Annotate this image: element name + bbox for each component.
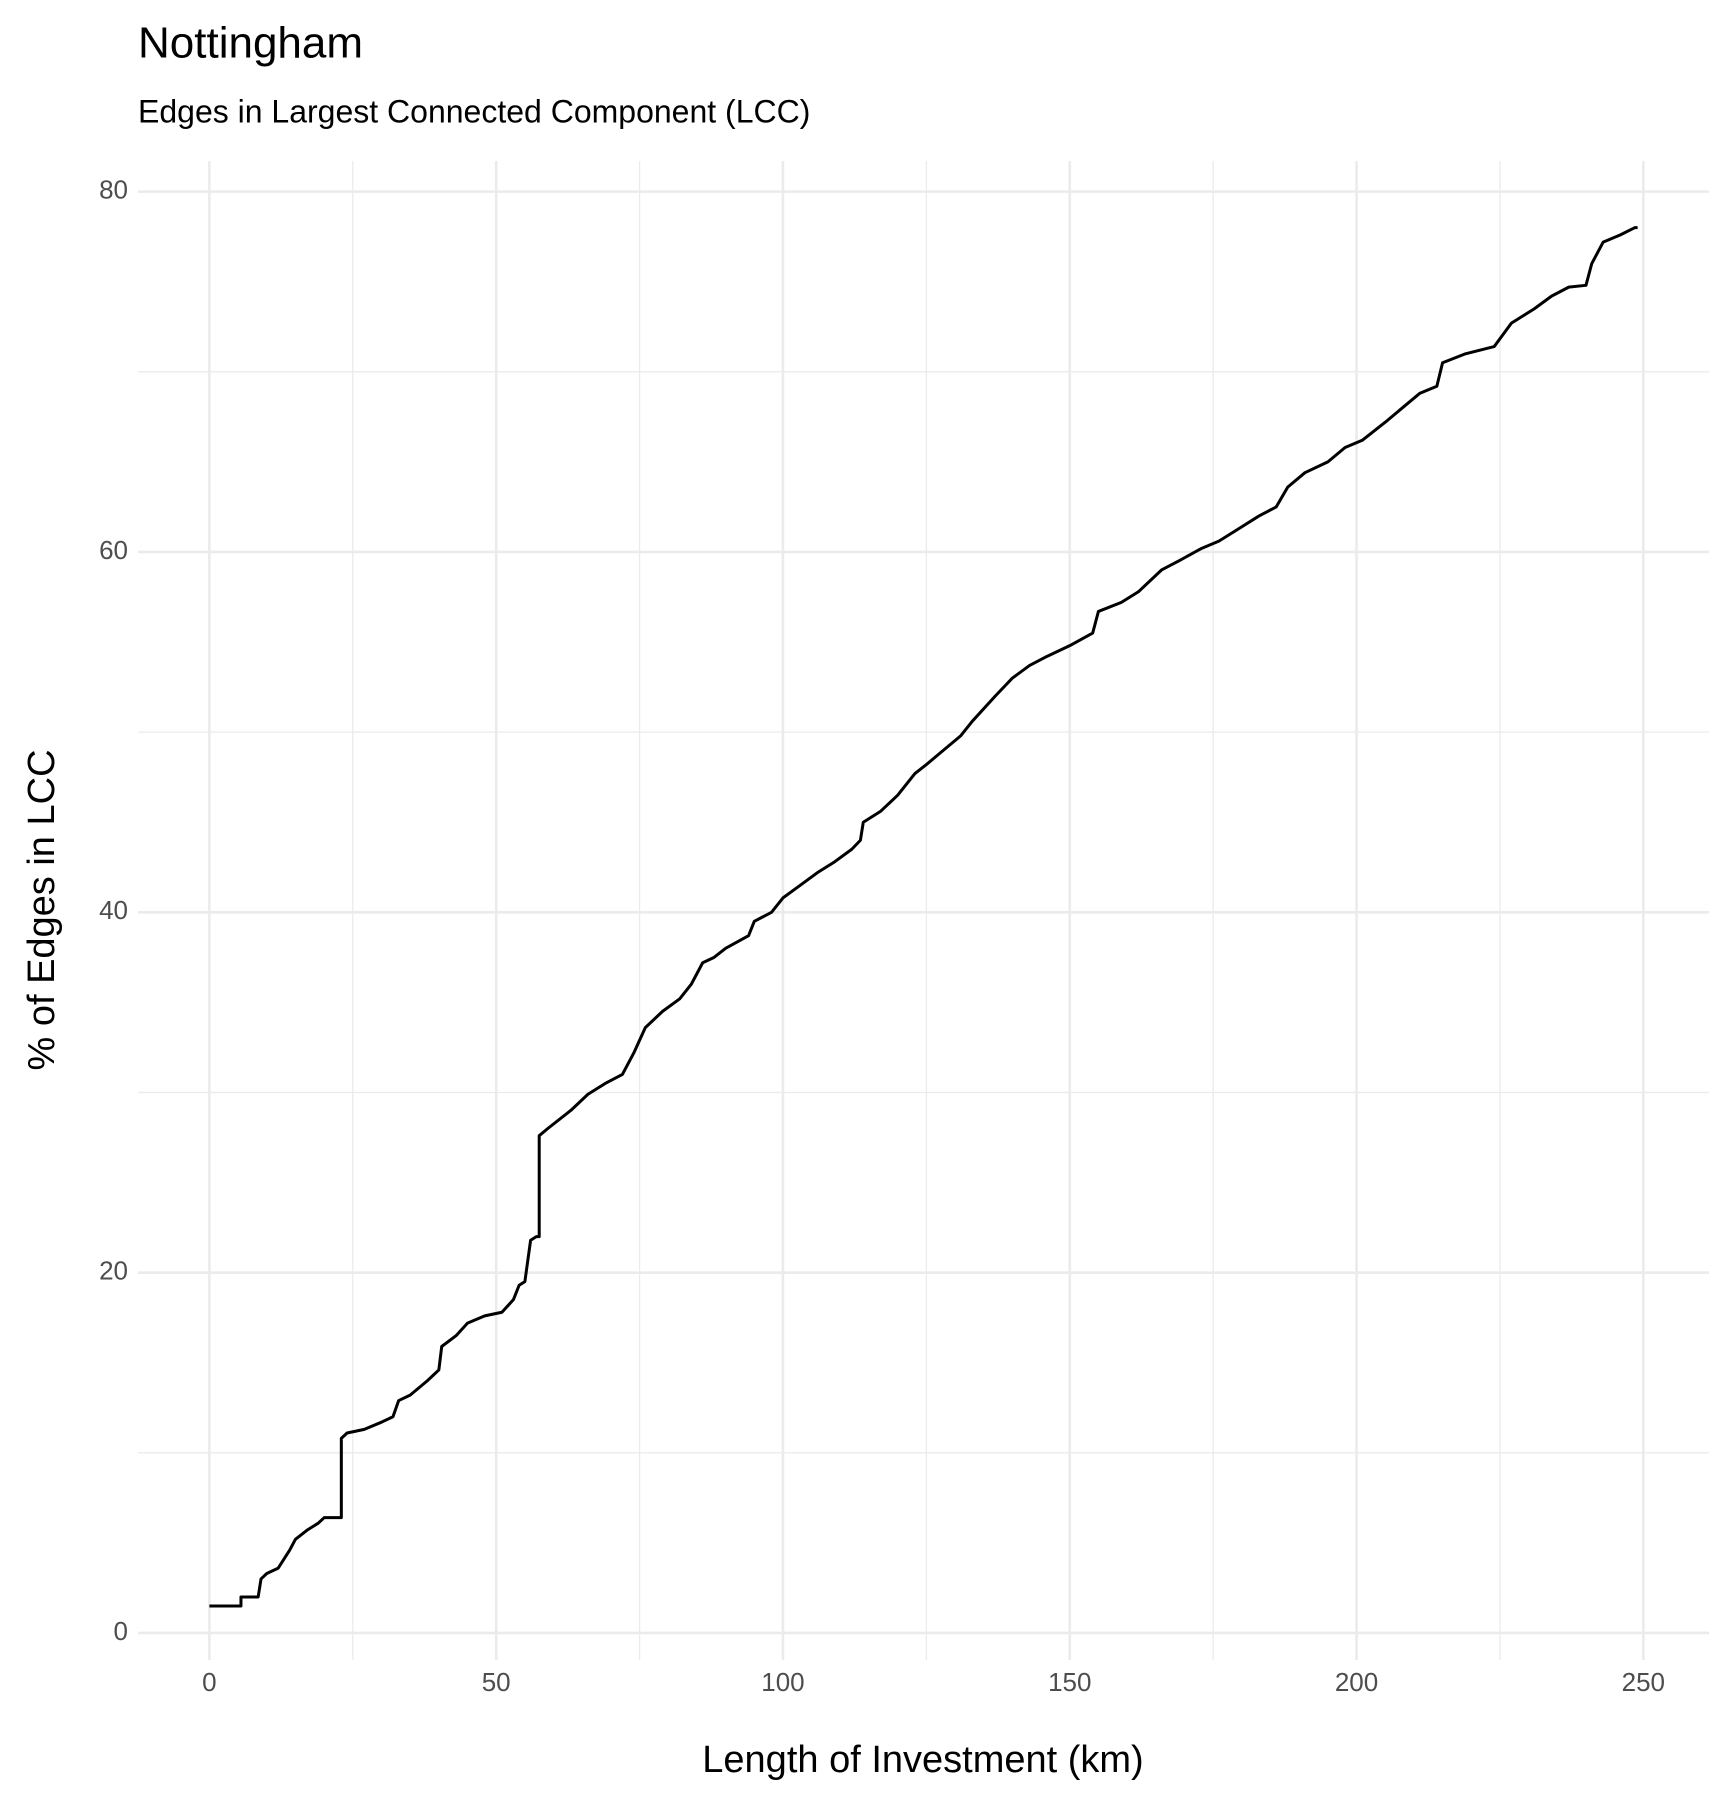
y-tick-label: 20 [99,1256,128,1286]
y-tick-label: 60 [99,535,128,565]
y-axis-title: % of Edges in LCC [21,749,63,1070]
x-tick-label: 200 [1335,1667,1378,1697]
y-tick-label: 0 [114,1616,128,1646]
y-tick-label: 80 [99,175,128,205]
chart-title: Nottingham [138,19,363,68]
data-line [209,226,1638,1608]
x-tick-label: 150 [1048,1667,1091,1697]
x-tick-label: 100 [761,1667,804,1697]
x-axis-title: Length of Investment (km) [702,1739,1143,1781]
grid [138,161,1709,1660]
chart-subtitle: Edges in Largest Connected Component (LC… [138,93,810,129]
x-tick-label: 50 [482,1667,511,1697]
y-tick-label: 40 [99,895,128,925]
x-tick-label: 0 [202,1667,216,1697]
x-tick-label: 250 [1622,1667,1665,1697]
